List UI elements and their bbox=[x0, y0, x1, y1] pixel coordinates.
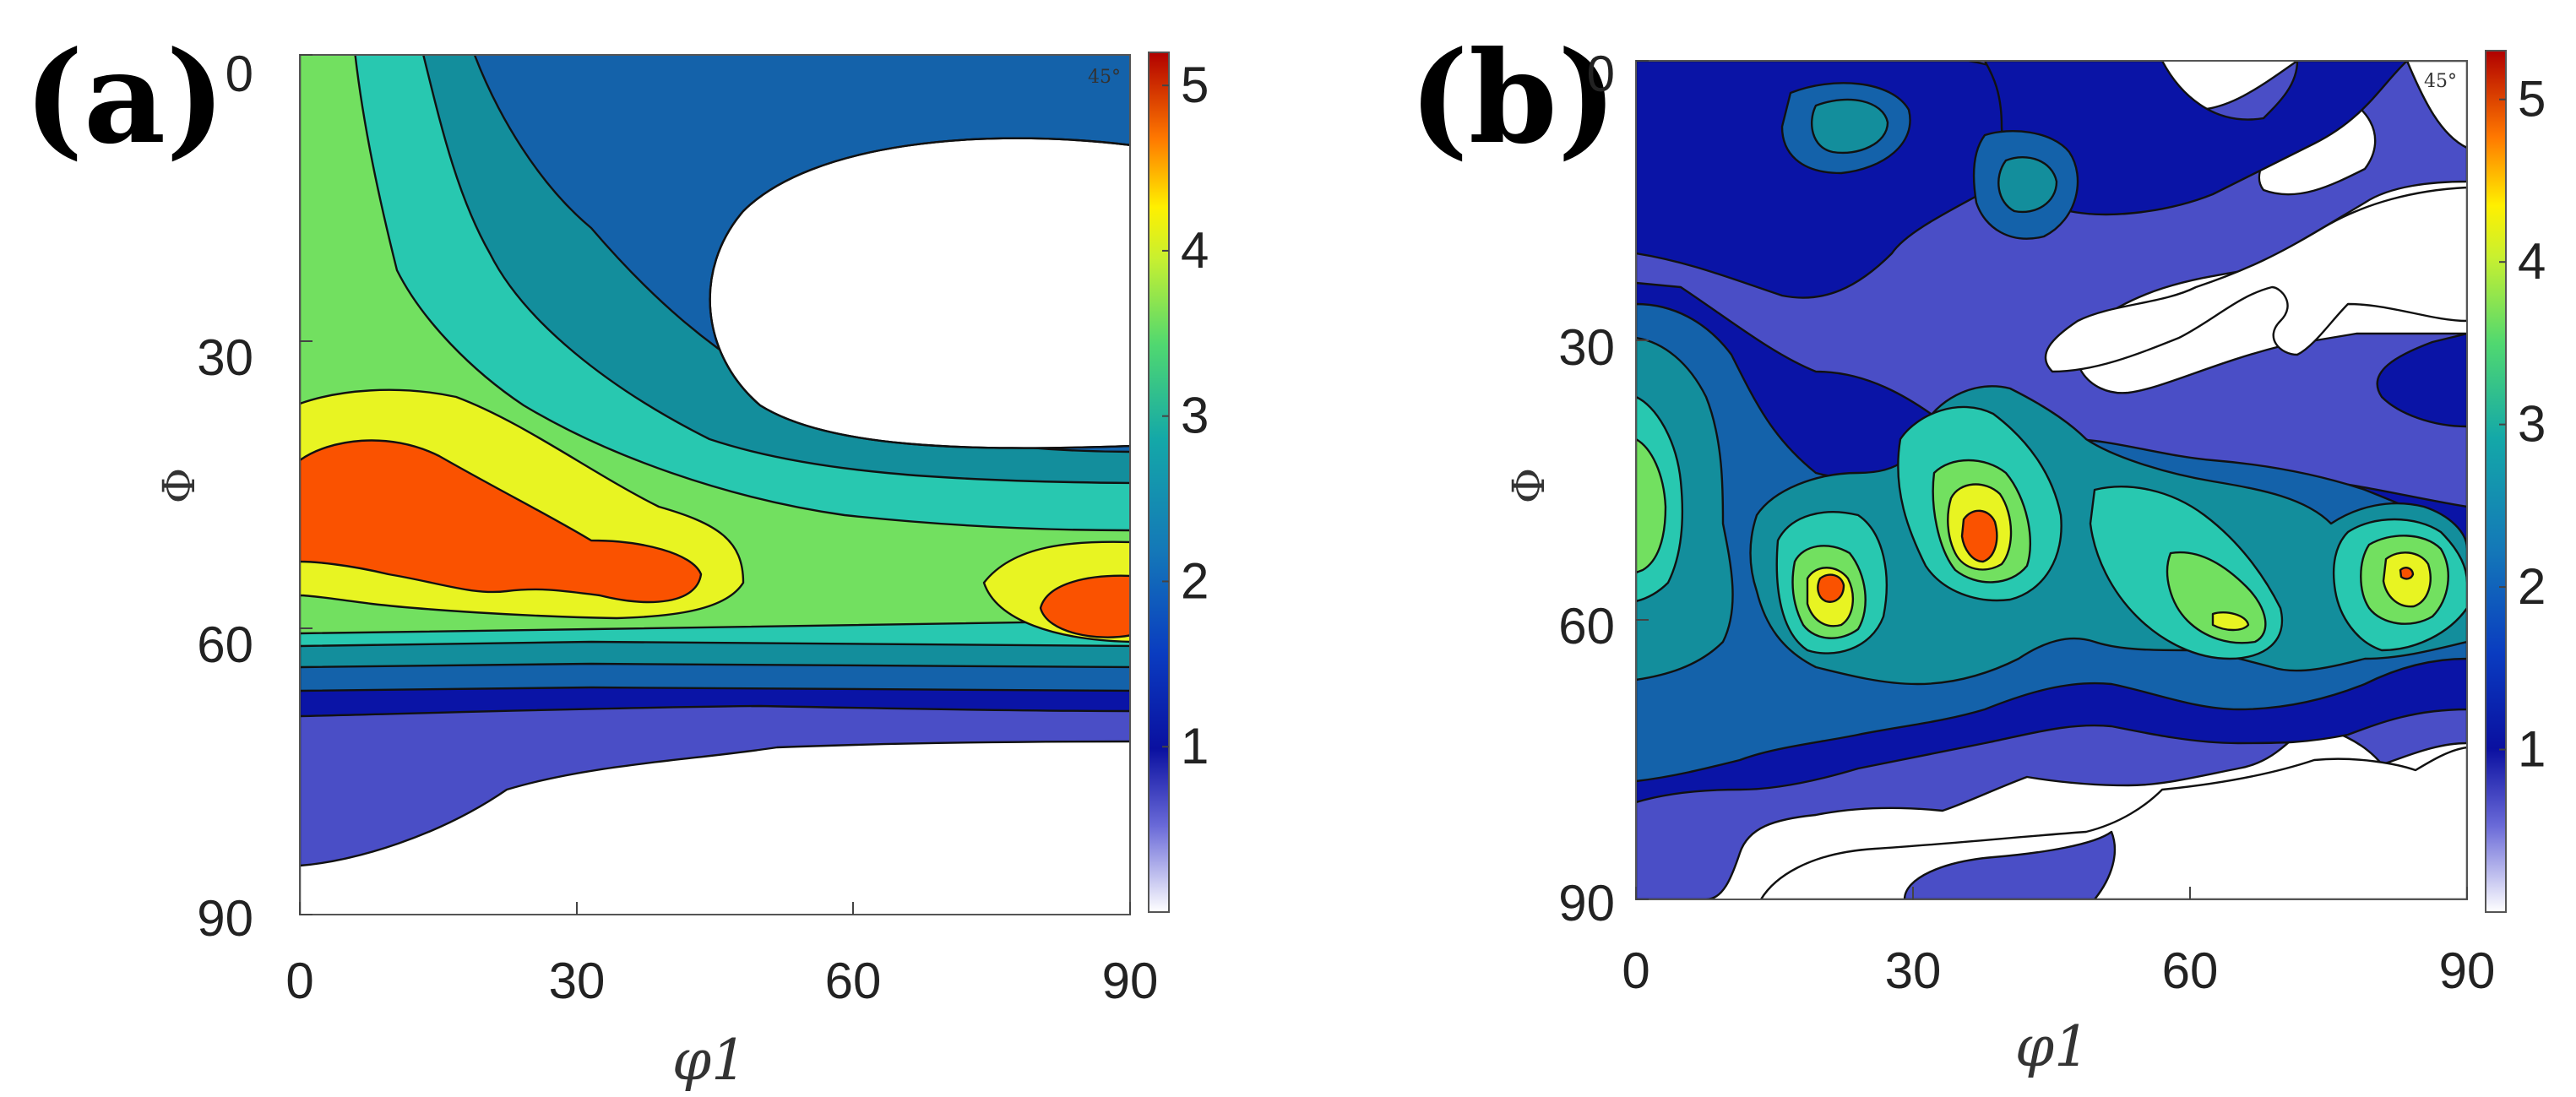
section-annotation-b: 45° bbox=[2424, 71, 2457, 92]
contour-level-8b bbox=[1039, 574, 1130, 638]
colorbar-a: 1 2 3 4 5 bbox=[1148, 52, 1209, 913]
colorbar-tick-label-a-4: 5 bbox=[1181, 57, 1209, 113]
colorbar-gradient-b bbox=[2485, 50, 2507, 913]
x-tick-label-a-3: 90 bbox=[1102, 953, 1159, 1009]
contour-level-2-band bbox=[709, 137, 1130, 449]
contour-level-0-hole-3 bbox=[2044, 186, 2467, 373]
y-tick-label-a-3: 90 bbox=[197, 890, 253, 947]
colorbar-ticks-b: 1 2 3 4 5 bbox=[2499, 71, 2546, 778]
contour-field-b bbox=[1636, 61, 2467, 899]
y-axis-a: 0 30 60 90 Φ bbox=[155, 46, 312, 947]
section-annotation-a: 45° bbox=[1088, 67, 1121, 88]
contour-level-7c bbox=[2211, 611, 2250, 632]
contour-level-4c bbox=[1997, 156, 2058, 214]
colorbar-tick-label-a-1: 2 bbox=[1181, 552, 1209, 609]
y-tick-label-b-2: 60 bbox=[1558, 598, 1615, 654]
x-tick-label-b-1: 30 bbox=[1885, 942, 1942, 999]
contour-level-0-bottom bbox=[300, 740, 1130, 915]
colorbar-gradient-a bbox=[1148, 52, 1170, 913]
panel-label-b: (b) bbox=[1409, 24, 1617, 172]
x-tick-label-b-2: 60 bbox=[2162, 942, 2219, 999]
plot-frame-b bbox=[1635, 60, 2468, 900]
colorbar-tick-label-a-2: 3 bbox=[1181, 388, 1209, 444]
x-tick-label-a-2: 60 bbox=[825, 953, 882, 1009]
colorbar-b: 1 2 3 4 5 bbox=[2485, 50, 2546, 913]
y-axis-b: 0 30 60 90 Φ bbox=[1504, 46, 1649, 931]
contour-level-2d bbox=[2376, 332, 2467, 428]
y-tick-label-b-0: 0 bbox=[1587, 46, 1615, 102]
colorbar-tick-label-b-3: 4 bbox=[2518, 233, 2546, 290]
x-axis-a: 0 30 60 90 φ1 bbox=[285, 902, 1158, 1093]
colorbar-tick-label-b-4: 5 bbox=[2518, 71, 2546, 128]
colorbar-tick-label-b-0: 1 bbox=[2518, 721, 2546, 778]
y-axis-label-a: Φ bbox=[155, 468, 205, 504]
y-tick-label-a-0: 0 bbox=[226, 46, 253, 102]
panel-label-a: (a) bbox=[24, 24, 226, 172]
x-tick-label-b-0: 0 bbox=[1622, 942, 1649, 999]
colorbar-tick-label-b-2: 3 bbox=[2518, 396, 2546, 453]
panel-a: (a) 45° bbox=[24, 24, 1209, 1093]
y-axis-label-b: Φ bbox=[1504, 468, 1555, 504]
contour-level-8 bbox=[1817, 573, 1845, 603]
x-tick-label-a-1: 30 bbox=[549, 953, 606, 1009]
x-axis-label-b: φ1 bbox=[2015, 1014, 2090, 1079]
y-tick-label-a-2: 60 bbox=[197, 616, 253, 673]
x-tick-label-b-3: 90 bbox=[2439, 942, 2496, 999]
contour-field-a bbox=[300, 55, 1130, 915]
y-tick-label-b-1: 30 bbox=[1558, 319, 1615, 376]
panel-b: (b) bbox=[1409, 24, 2546, 1079]
contour-level-4b bbox=[1810, 98, 1889, 155]
colorbar-tick-label-a-0: 1 bbox=[1181, 718, 1209, 774]
y-tick-label-b-3: 90 bbox=[1558, 875, 1615, 931]
y-tick-label-a-1: 30 bbox=[197, 329, 253, 386]
contour-level-8b bbox=[1960, 509, 1998, 563]
plot-frame-a bbox=[299, 54, 1131, 915]
contour-level-6 bbox=[1636, 437, 1667, 574]
x-axis-b: 0 30 60 90 φ1 bbox=[1622, 887, 2495, 1079]
contour-level-8 bbox=[300, 439, 703, 604]
colorbar-ticks-a: 1 2 3 4 5 bbox=[1162, 57, 1209, 774]
contour-level-8c bbox=[2399, 567, 2415, 580]
colorbar-tick-label-b-1: 2 bbox=[2518, 558, 2546, 615]
colorbar-tick-label-a-3: 4 bbox=[1181, 222, 1209, 279]
contour-level-0-hole-4 bbox=[1759, 746, 2467, 899]
x-axis-label-a: φ1 bbox=[672, 1028, 747, 1093]
contour-level-1-island bbox=[1903, 830, 2117, 899]
x-tick-label-a-0: 0 bbox=[285, 953, 313, 1009]
